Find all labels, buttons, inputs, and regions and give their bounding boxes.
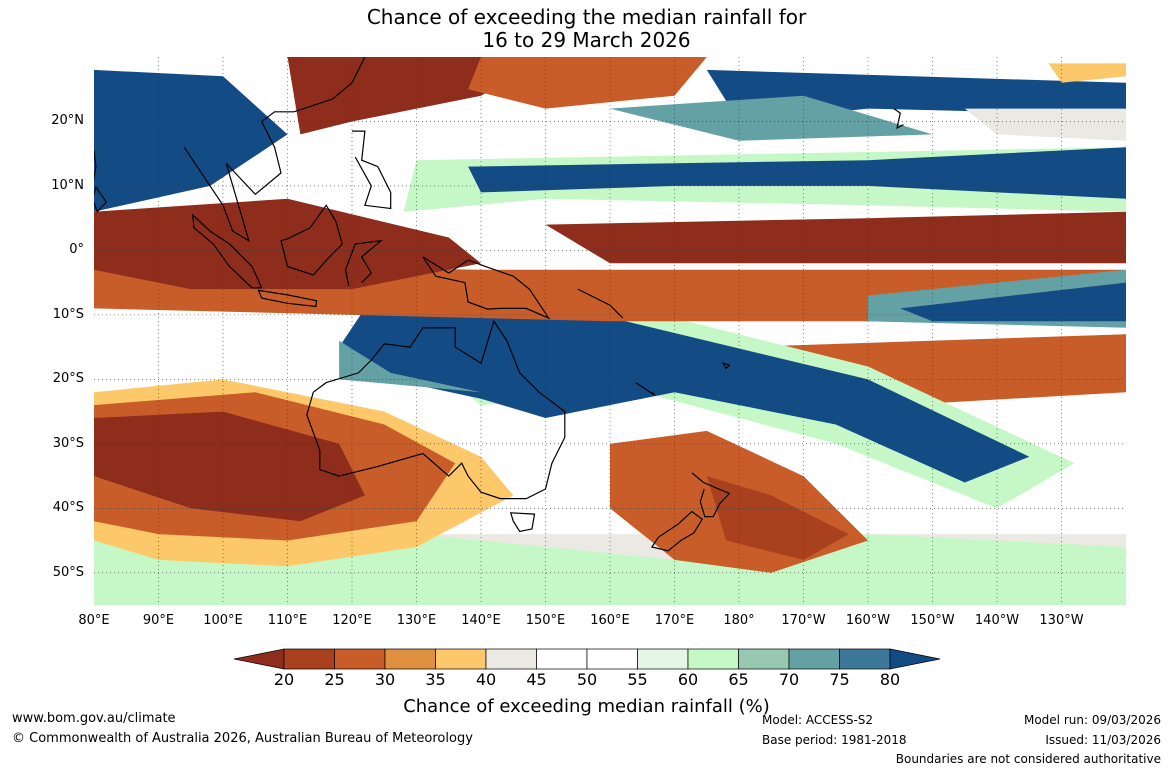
copyright-notice: © Commonwealth of Australia 2026, Austra…	[12, 731, 473, 746]
model-name: Model: ACCESS-S2	[762, 713, 874, 727]
new-guinea-coastline	[422, 256, 551, 320]
latitude-label: 10°S	[52, 306, 84, 322]
colorbar-tick-label: 55	[627, 670, 648, 689]
longitude-label: 170°W	[781, 613, 826, 628]
longitude-label: 90°E	[142, 613, 175, 628]
longitude-label: 80°E	[78, 613, 110, 628]
colorbar-tick-label: 45	[526, 670, 547, 689]
latitude-label: 20°S	[52, 371, 84, 387]
new-zealand-north	[691, 472, 731, 518]
region-grey-ne	[964, 108, 1126, 141]
hawaii-coastline	[893, 108, 904, 129]
colorbar-label: Chance of exceeding median rainfall (%)	[403, 696, 770, 717]
region-red-eq-east	[545, 211, 1126, 264]
colorbar-max-extension	[889, 648, 940, 670]
colorbar-tick-label: 25	[324, 670, 345, 689]
colorbar-tick-label: 30	[374, 670, 396, 689]
colorbar-bin	[788, 648, 840, 670]
website-link[interactable]: www.bom.gov.au/climate	[12, 711, 176, 726]
region-blue-aus	[339, 302, 1030, 483]
fiji-coastline	[721, 362, 731, 370]
sulawesi-coastline	[344, 239, 383, 287]
colorbar	[234, 648, 940, 670]
philippines-coastline	[352, 130, 392, 210]
colorbar-bin	[839, 648, 891, 670]
india-coastline	[94, 150, 97, 182]
graticule-layer	[94, 57, 1126, 605]
region-blue-north	[468, 147, 1126, 199]
new-zealand-south	[650, 510, 703, 552]
latitude-label: 40°S	[52, 500, 84, 516]
region-red-eq-west	[94, 198, 481, 290]
longitude-label: 130°E	[396, 613, 437, 628]
se-asia-coastline	[183, 57, 366, 242]
sri-lanka-coastline	[94, 185, 108, 213]
region-yellow-ne	[1048, 63, 1126, 83]
issued-date: Issued: 11/03/2026	[1045, 733, 1161, 747]
borneo-coastline	[280, 204, 343, 276]
latitude-label: 30°S	[52, 435, 84, 451]
colorbar-bin	[384, 648, 436, 670]
latitude-label: 20°N	[51, 113, 84, 129]
longitude-label: 160°E	[590, 613, 630, 628]
longitude-label: 180°	[723, 613, 755, 628]
region-teal-ne	[610, 95, 933, 141]
colorbar-tick-label: 50	[576, 670, 598, 689]
longitude-label: 150°E	[525, 613, 566, 628]
colorbar-tick-label: 75	[829, 670, 850, 689]
new-caledonia-coastline	[635, 382, 656, 396]
colorbar-tick-label: 35	[425, 670, 446, 689]
longitude-label: 170°E	[654, 613, 695, 628]
australia-coastline	[306, 319, 566, 500]
colorbar-bin	[687, 648, 739, 670]
longitude-label: 150°W	[910, 613, 955, 628]
colorbar-bin	[637, 648, 689, 670]
colorbar-bin	[485, 648, 537, 670]
colorbar-min-extension	[234, 648, 285, 670]
sumatra-coastline	[191, 213, 263, 289]
tasmania-coastline	[509, 512, 536, 533]
java-coastline	[257, 289, 318, 308]
base-period: Base period: 1981-2018	[762, 733, 907, 747]
region-blue-nw	[94, 69, 288, 212]
latitude-label: 10°N	[51, 177, 84, 193]
colorbar-tick-label: 80	[879, 670, 901, 689]
coastline-layer	[94, 57, 904, 552]
region-red-sw	[94, 411, 365, 522]
colorbar-tick-label: 65	[728, 670, 749, 689]
longitude-label: 110°E	[267, 613, 308, 628]
map-title: Chance of exceeding the median rainfall …	[366, 5, 807, 29]
boundaries-disclaimer: Boundaries are not considered authoritat…	[895, 752, 1161, 766]
longitude-label: 160°W	[845, 613, 891, 628]
longitude-label: 100°E	[203, 613, 243, 628]
latitude-label: 0°	[69, 242, 84, 258]
colorbar-bin	[536, 648, 588, 670]
rainfall-probability-map	[94, 57, 1126, 605]
colorbar-bin	[334, 648, 386, 670]
map-canvas	[94, 57, 1126, 605]
region-blue-eq-east	[900, 282, 1126, 322]
region-orange-n	[468, 57, 707, 109]
colorbar-bin	[738, 648, 790, 670]
colorbar-tick-label: 40	[475, 670, 497, 689]
probability-field-layer	[94, 57, 1126, 605]
map-subtitle-dates: 16 to 29 March 2026	[482, 28, 691, 52]
colorbar-tick-label: 70	[778, 670, 800, 689]
colorbar-tick-label: 60	[677, 670, 699, 689]
region-brown-tasman	[706, 476, 849, 560]
model-run-date: Model run: 09/03/2026	[1023, 713, 1161, 727]
longitude-label: 140°E	[461, 613, 501, 628]
longitude-label: 140°W	[974, 613, 1020, 628]
latitude-label: 50°S	[52, 564, 84, 580]
colorbar-bin	[283, 648, 335, 670]
colorbar-bin	[435, 648, 487, 670]
colorbar-tick-label: 20	[273, 670, 295, 689]
colorbar-bin	[586, 648, 638, 670]
longitude-label: 120°E	[332, 613, 372, 628]
longitude-label: 130°W	[1039, 613, 1084, 628]
